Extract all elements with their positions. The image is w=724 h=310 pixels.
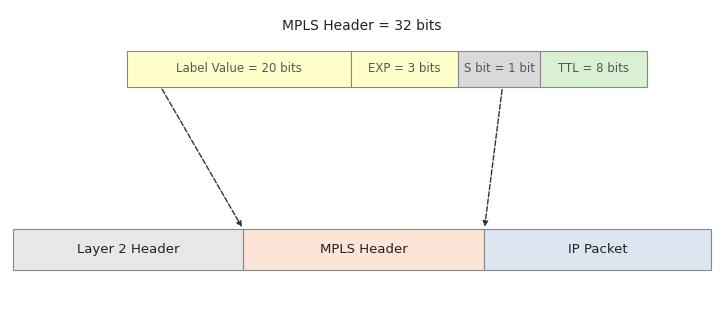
Bar: [484, 229, 711, 270]
Bar: [458, 51, 540, 87]
Text: Label Value = 20 bits: Label Value = 20 bits: [176, 63, 302, 75]
Text: Layer 2 Header: Layer 2 Header: [77, 243, 180, 256]
Text: MPLS Header = 32 bits: MPLS Header = 32 bits: [282, 19, 442, 33]
Text: IP Packet: IP Packet: [568, 243, 628, 256]
Text: EXP = 3 bits: EXP = 3 bits: [369, 63, 441, 75]
Bar: [13, 229, 243, 270]
Text: MPLS Header: MPLS Header: [320, 243, 408, 256]
Bar: [127, 51, 351, 87]
Text: TTL = 8 bits: TTL = 8 bits: [558, 63, 629, 75]
Bar: [351, 51, 458, 87]
Text: S bit = 1 bit: S bit = 1 bit: [463, 63, 535, 75]
Bar: [540, 51, 647, 87]
Bar: [243, 229, 484, 270]
